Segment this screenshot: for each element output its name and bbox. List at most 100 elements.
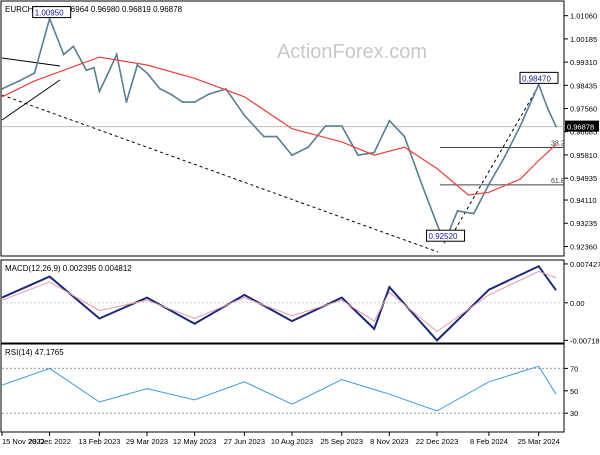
x-tick-label: 29 Dec 2022 [28, 437, 71, 446]
macd-y-tick-label: 0.007427 [570, 260, 600, 269]
x-tick-label: 12 May 2023 [173, 437, 216, 446]
price-point [291, 154, 293, 157]
x-tick-label: 8 Feb 2024 [470, 437, 508, 446]
price-point [519, 125, 522, 127]
annotation-box [426, 229, 466, 242]
trendline-long-dashed [1, 94, 439, 253]
price-y-tick-label: 1.00185 [570, 35, 597, 44]
rsi-panel-frame [0, 343, 565, 433]
x-tick-label: 15 Nov 2022 [2, 437, 45, 446]
fib-level-label: 61.8 [551, 178, 565, 185]
price-point [546, 106, 549, 109]
price-point [207, 93, 210, 96]
macd-axis: 0.007427 0.00 -0.007186 [2, 260, 600, 345]
price-axis: 1.01060 1.00185 0.99310 0.98435 0.97560 0.966… [564, 12, 597, 251]
macd-y-tick-label: -0.007186 [570, 336, 600, 345]
price-point [169, 93, 172, 96]
price-point [62, 53, 65, 56]
rsi-series [1, 365, 557, 412]
price-point [373, 151, 376, 154]
price-point [85, 69, 88, 72]
price-point [472, 212, 475, 215]
price-point [340, 125, 343, 127]
price-title: EURCHF,Daily 0.96964 0.96980 0.96819 0.9… [5, 5, 183, 14]
macd-series-macd-line [1, 264, 557, 342]
macd-series-signal-line [1, 270, 557, 333]
price-series-price [1, 16, 557, 245]
price-series-moving-average [1, 56, 557, 196]
price-point [307, 146, 310, 149]
macd-series [1, 264, 557, 342]
x-tick-label: 29 Mar 2023 [126, 437, 168, 446]
price-point [324, 125, 327, 127]
price-y-tick-label: 0.98435 [570, 81, 597, 90]
price-point [1, 87, 3, 90]
annotation-label: 0.92520 [429, 232, 458, 241]
price-point [193, 101, 196, 104]
price-point [443, 241, 446, 244]
annotation-label: 1.00950 [35, 9, 64, 18]
price-point [555, 125, 557, 128]
price-y-tick-label: 0.92360 [570, 242, 597, 251]
rsi-title: RSI(14) 47.1765 [5, 348, 64, 357]
x-tick-label: 8 Nov 2023 [370, 437, 408, 446]
macd-y-tick-label: 0.00 [570, 299, 585, 308]
price-point [403, 135, 406, 138]
current-price-tag [565, 120, 599, 132]
price-point [488, 183, 490, 186]
price-point [159, 87, 161, 90]
price-point [146, 72, 148, 74]
price-series [1, 16, 557, 245]
price-point [93, 66, 95, 69]
rsi-series-line [1, 365, 557, 412]
rsi-y-tick-label: 30 [570, 409, 578, 418]
price-grid: 38.2 61.8 [2, 126, 565, 186]
price-point [357, 154, 359, 157]
x-tick-label: 10 Aug 2023 [271, 437, 313, 446]
price-point [125, 101, 128, 104]
price-point [388, 119, 391, 122]
trendline-up-dashed [454, 91, 536, 231]
price-point [436, 223, 438, 226]
x-tick-label: 27 Jun 2023 [224, 437, 265, 446]
x-tick-label: 22 Dec 2023 [416, 437, 459, 446]
annotation-box [32, 6, 72, 19]
x-tick-label: 25 Mar 2024 [518, 437, 560, 446]
price-y-tick-label: 0.94110 [570, 196, 597, 205]
price-point [503, 156, 505, 159]
rsi-y-tick-label: 70 [570, 364, 578, 373]
price-y-tick-label: 0.97560 [570, 105, 597, 114]
price-point [136, 64, 139, 66]
trendline-upper [1, 57, 61, 67]
price-y-tick-label: 0.93235 [570, 219, 597, 228]
watermark-text: ActionForex.com [277, 41, 427, 63]
price-y-tick-label: 0.95810 [570, 151, 597, 160]
price-point [115, 53, 118, 56]
price-point [262, 135, 265, 138]
price-point [456, 210, 459, 212]
price-point [48, 17, 51, 20]
price-y-tick-label: 0.96685 [570, 128, 597, 137]
macd-title: MACD(12,26,9) 0.002395 0.004812 [5, 264, 132, 273]
price-point [33, 72, 36, 74]
price-point [243, 114, 246, 117]
trendline-lower [1, 79, 61, 121]
price-y-tick-label: 0.99310 [570, 58, 597, 67]
price-y-tick-label: 1.01060 [570, 12, 597, 21]
price-point [537, 83, 540, 86]
x-tick-label: 25 Sep 2023 [320, 437, 363, 446]
price-point [275, 135, 278, 138]
price-annotations: 0.96878 1.00950 0.98470 0.92520 [32, 6, 599, 242]
macd-panel-frame [0, 259, 565, 344]
annotation-label: 0.98470 [522, 74, 551, 83]
price-point [106, 74, 108, 77]
price-point [181, 101, 184, 104]
fib-level-label: 38.2 [551, 141, 565, 148]
annotation-box [519, 71, 559, 84]
price-point [18, 80, 21, 82]
x-tick-label: 13 Feb 2023 [78, 437, 120, 446]
price-point [420, 183, 423, 186]
